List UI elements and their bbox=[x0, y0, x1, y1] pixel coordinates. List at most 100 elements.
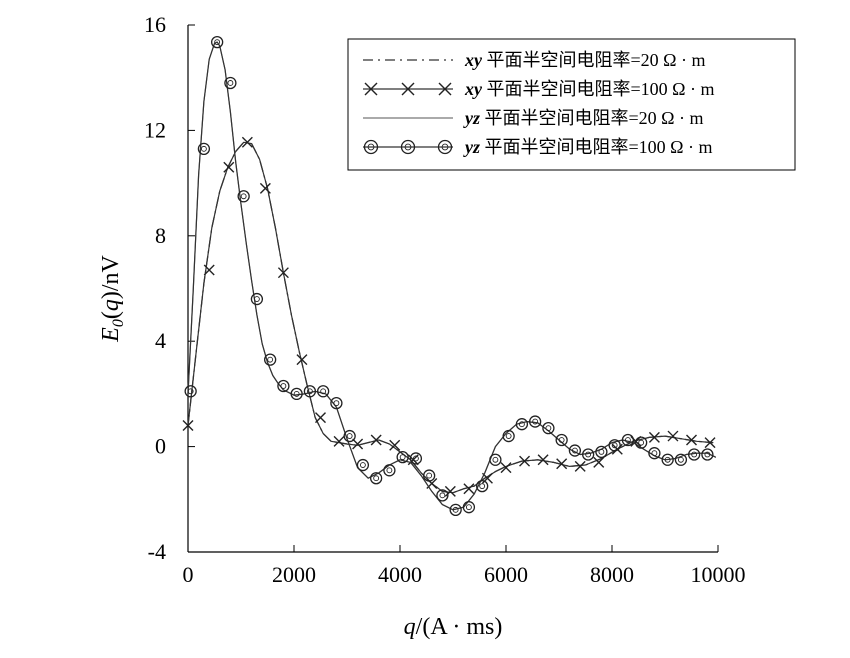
x-marker-stroke bbox=[333, 435, 345, 447]
y-tick-label: 4 bbox=[155, 328, 166, 353]
series-4-point bbox=[449, 503, 462, 516]
series-4-point bbox=[475, 479, 489, 493]
circle-marker-ring bbox=[648, 447, 661, 460]
series-4-point bbox=[210, 35, 224, 49]
x-marker-stroke bbox=[463, 483, 475, 495]
x-marker-stroke bbox=[593, 456, 605, 468]
circle-marker-ring bbox=[688, 448, 701, 461]
legend-plane: yz bbox=[463, 108, 480, 128]
circle-marker-core bbox=[267, 356, 274, 363]
circle-marker-core bbox=[399, 454, 406, 461]
x-marker-stroke bbox=[182, 420, 194, 432]
circle-marker-ring bbox=[263, 353, 277, 366]
series-2-point bbox=[241, 136, 253, 148]
series-4-point bbox=[396, 450, 409, 464]
x-marker-stroke bbox=[500, 462, 512, 474]
circle-marker-core bbox=[306, 388, 313, 395]
series-4-point bbox=[330, 396, 343, 410]
circle-marker-ring bbox=[608, 439, 621, 452]
x-marker-stroke bbox=[519, 455, 531, 467]
circle-marker-ring bbox=[400, 139, 416, 155]
legend-box bbox=[347, 38, 796, 171]
y-axis-label-part: 0 bbox=[110, 319, 127, 327]
x-marker-stroke bbox=[401, 82, 415, 96]
x-marker-stroke bbox=[389, 439, 401, 451]
series-4-point bbox=[197, 142, 211, 155]
circle-marker-ring bbox=[449, 503, 462, 516]
x-tick-label: 0 bbox=[183, 562, 194, 587]
series-4-point bbox=[582, 448, 595, 461]
circle-marker-ring bbox=[210, 35, 224, 49]
series-4-point bbox=[648, 447, 661, 460]
y-axis-label-part: )/nV bbox=[98, 255, 124, 300]
y-tick-label: 12 bbox=[144, 117, 166, 142]
series-4-point bbox=[422, 469, 436, 482]
series-4-point bbox=[250, 292, 264, 306]
legend-label: xy 平面半空间电阻率=100 Ω · m bbox=[464, 79, 715, 99]
circle-marker-ring bbox=[290, 387, 303, 401]
circle-marker-core bbox=[404, 143, 412, 151]
circle-marker-ring bbox=[237, 190, 250, 203]
series-2-point bbox=[370, 434, 382, 446]
circle-marker-core bbox=[187, 388, 194, 395]
series-2-point bbox=[574, 460, 586, 472]
legend-label: yz 平面半空间电阻率=100 Ω · m bbox=[463, 137, 713, 157]
series-4-point bbox=[277, 379, 290, 393]
legend-plane: yz bbox=[463, 137, 480, 157]
circle-marker-ring bbox=[343, 429, 356, 443]
y-tick-label: 0 bbox=[155, 434, 166, 459]
y-axis-label-part: ( bbox=[98, 311, 124, 319]
circle-marker-ring bbox=[383, 464, 396, 477]
legend-entry-3: yz 平面半空间电阻率=20 Ω · m bbox=[363, 108, 704, 128]
series-line-4 bbox=[187, 41, 717, 511]
circle-marker-core bbox=[452, 506, 459, 513]
series-4-point bbox=[290, 387, 303, 401]
circle-marker-ring bbox=[568, 444, 582, 457]
series-4-point bbox=[356, 458, 370, 472]
series-4-point bbox=[343, 429, 356, 443]
series-4-point bbox=[436, 489, 449, 502]
series-2-point bbox=[556, 458, 568, 470]
series-4-point bbox=[515, 418, 529, 431]
circle-marker-core bbox=[691, 451, 698, 458]
series-4-point bbox=[383, 464, 396, 477]
legend: xy 平面半空间电阻率=20 Ω · mxy 平面半空间电阻率=100 Ω · … bbox=[347, 38, 796, 171]
y-tick-label: 8 bbox=[155, 223, 166, 248]
circle-marker-ring bbox=[197, 142, 211, 155]
series-4-point bbox=[555, 433, 568, 447]
circle-marker-ring bbox=[437, 139, 453, 155]
circle-marker-ring bbox=[661, 453, 674, 466]
series-line-2 bbox=[187, 141, 714, 494]
circle-marker-ring bbox=[542, 422, 555, 435]
series-4-point bbox=[462, 501, 476, 514]
series-2-point bbox=[389, 439, 401, 451]
series-4-point bbox=[502, 429, 515, 443]
circle-marker-core bbox=[320, 388, 327, 395]
circle-marker-ring bbox=[701, 448, 714, 461]
x-tick-label: 10000 bbox=[691, 562, 746, 587]
circle-marker-ring bbox=[224, 76, 237, 90]
circle-marker-core bbox=[227, 80, 234, 86]
circle-marker-ring bbox=[184, 385, 197, 398]
x-marker-stroke bbox=[438, 82, 452, 96]
series-4-point bbox=[316, 385, 330, 398]
series-layer bbox=[182, 35, 717, 516]
legend-description: 平面半空间电阻率=100 Ω · m bbox=[482, 79, 715, 99]
x-tick-label: 2000 bbox=[272, 562, 316, 587]
series-2-point bbox=[259, 182, 271, 194]
series-4-point bbox=[237, 190, 250, 203]
series-2-point bbox=[333, 435, 345, 447]
circle-marker-ring bbox=[475, 479, 489, 493]
x-marker-stroke bbox=[704, 437, 716, 449]
series-2-point bbox=[315, 412, 326, 424]
circle-marker-ring bbox=[462, 501, 476, 514]
x-marker-stroke bbox=[667, 430, 679, 442]
legend-description: 平面半空间电阻率=20 Ω · m bbox=[482, 50, 706, 70]
series-2-point bbox=[537, 454, 549, 466]
series-4-point bbox=[688, 448, 701, 461]
circle-marker-core bbox=[492, 456, 499, 463]
circle-marker-core bbox=[677, 456, 684, 463]
circle-marker-core bbox=[441, 143, 449, 151]
x-marker-stroke bbox=[444, 485, 456, 497]
